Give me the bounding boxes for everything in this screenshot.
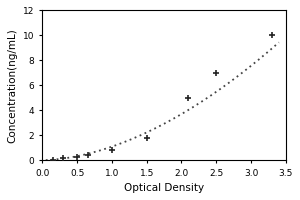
Y-axis label: Concentration(ng/mL): Concentration(ng/mL) bbox=[7, 28, 17, 143]
X-axis label: Optical Density: Optical Density bbox=[124, 183, 204, 193]
